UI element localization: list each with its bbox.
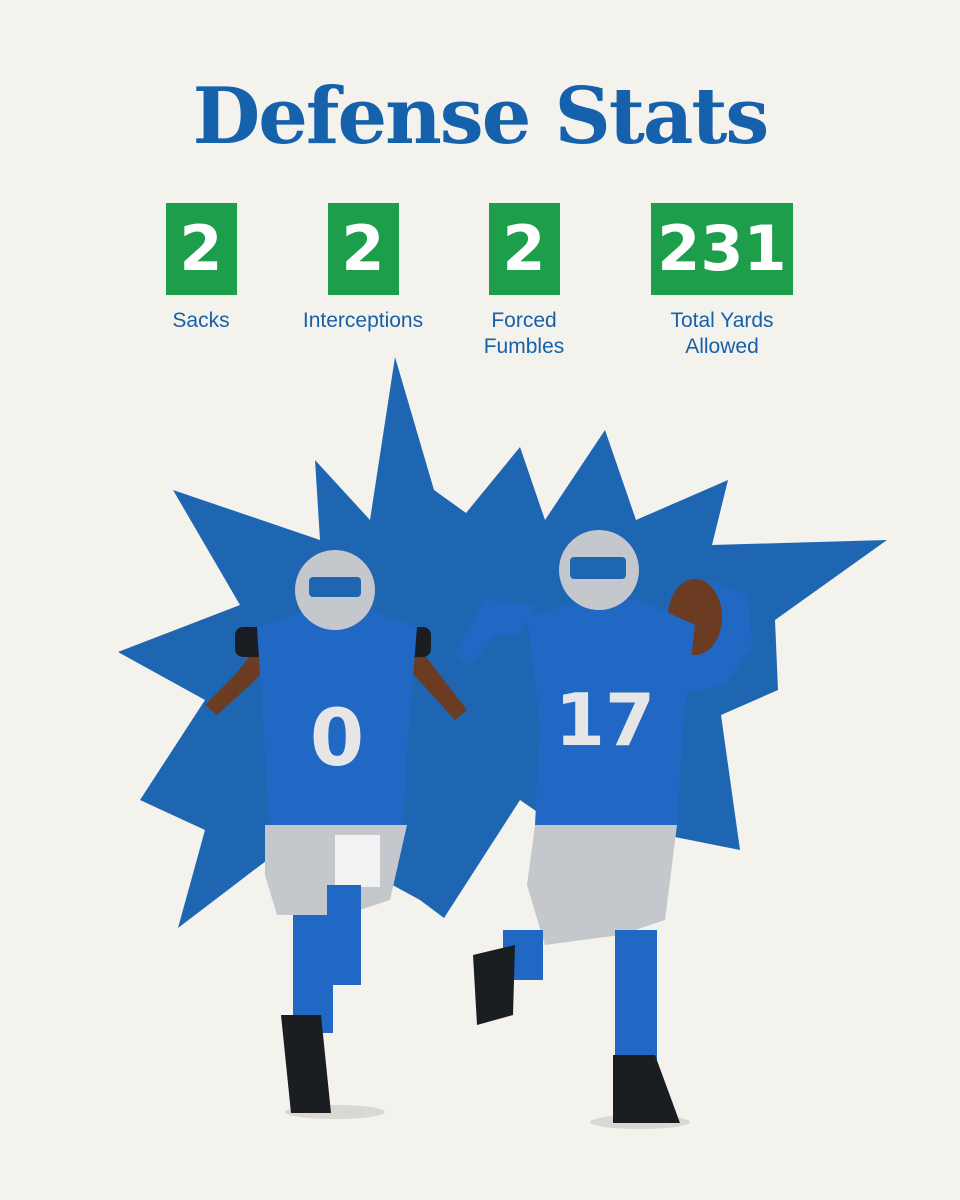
stat-label: Interceptions bbox=[302, 309, 424, 332]
stat-label-line1: Forced bbox=[491, 309, 557, 332]
stat-sacks: 2 Sacks bbox=[140, 203, 262, 334]
player-left-number-0: 0 bbox=[195, 535, 480, 1125]
player-figure: 17 bbox=[455, 530, 753, 1129]
stat-total-yards-allowed: 231 Total Yards Allowed bbox=[640, 203, 804, 360]
stat-label: Sacks bbox=[172, 309, 230, 332]
stat-label-line2: Fumbles bbox=[483, 335, 565, 358]
stat-interceptions: 2 Interceptions bbox=[289, 203, 437, 334]
stat-forced-fumbles: 2 Forced Fumbles bbox=[463, 203, 585, 360]
stat-label: Forced Fumbles bbox=[463, 308, 585, 360]
stat-label-line2: Allowed bbox=[685, 335, 759, 358]
stat-value: 2 bbox=[488, 203, 560, 295]
player-figure: 0 bbox=[205, 550, 467, 1119]
page-title: Defense Stats bbox=[192, 71, 770, 162]
player-right-number-17: 17 bbox=[455, 525, 755, 1135]
stat-label: Total Yards Allowed bbox=[640, 308, 804, 360]
jersey-number: 0 bbox=[310, 694, 364, 784]
stat-label-line1: Total Yards bbox=[670, 309, 774, 332]
jersey-number: 17 bbox=[555, 678, 655, 762]
stat-value: 231 bbox=[651, 203, 793, 295]
stat-value: 2 bbox=[327, 203, 399, 295]
stat-value: 2 bbox=[165, 203, 237, 295]
